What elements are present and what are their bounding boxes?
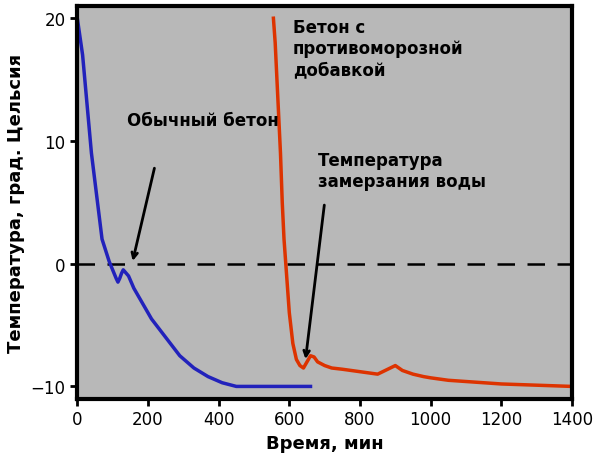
Y-axis label: Температура, град. Цельсия: Температура, град. Цельсия (7, 54, 25, 352)
X-axis label: Время, мин: Время, мин (266, 434, 383, 452)
Text: Бетон с
противоморозной
добавкой: Бетон с противоморозной добавкой (293, 19, 463, 78)
Text: Обычный бетон: Обычный бетон (127, 112, 278, 129)
Text: Температура
замерзания воды: Температура замерзания воды (317, 152, 485, 190)
